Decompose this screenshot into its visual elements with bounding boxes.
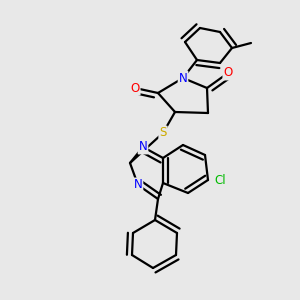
Text: N: N xyxy=(139,140,147,154)
Text: N: N xyxy=(134,178,142,191)
Text: O: O xyxy=(224,67,232,80)
Text: S: S xyxy=(159,127,167,140)
Text: N: N xyxy=(178,71,188,85)
Text: O: O xyxy=(130,82,140,94)
Text: Cl: Cl xyxy=(214,173,226,187)
